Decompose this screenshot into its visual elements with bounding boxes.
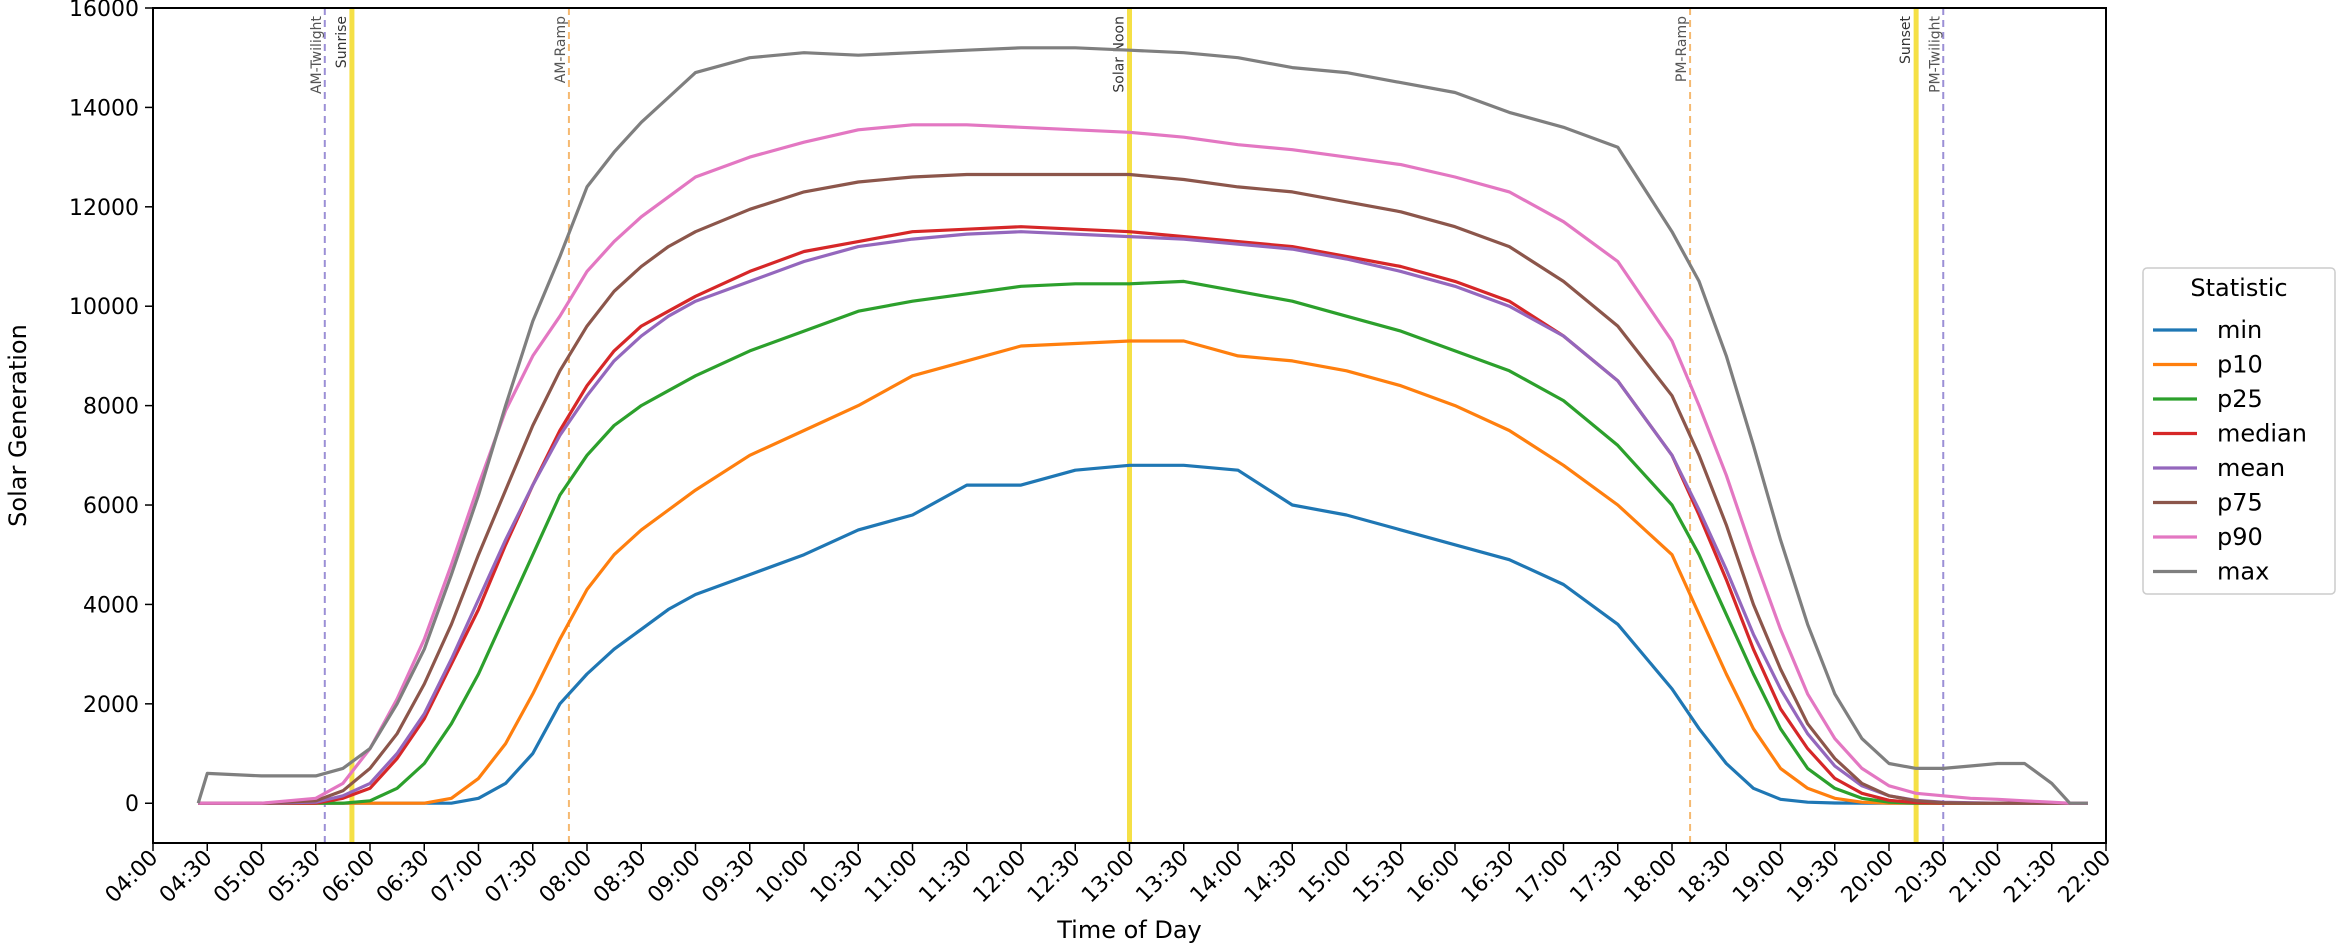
x-axis: 04:0004:3005:0005:3006:0006:3007:0007:30…	[101, 843, 2117, 909]
series-line-min	[198, 463, 2088, 805]
y-tick-label: 4000	[83, 593, 139, 618]
series-line-p25	[198, 279, 2088, 805]
legend-label-p90: p90	[2217, 523, 2263, 551]
legend-label-median: median	[2217, 420, 2307, 448]
reference-line-label: AM-Ramp	[553, 16, 569, 83]
y-tick-label: 12000	[69, 196, 139, 221]
x-tick-label: 15:30	[1348, 846, 1411, 909]
y-tick-label: 0	[125, 792, 139, 817]
x-tick-label: 13:00	[1077, 846, 1140, 909]
x-tick-label: 20:30	[1891, 846, 1954, 909]
x-tick-label: 19:00	[1728, 846, 1791, 909]
x-tick-label: 18:00	[1620, 846, 1683, 909]
reference-line-label: Sunrise	[334, 16, 350, 68]
x-tick-label: 07:00	[426, 846, 489, 909]
x-tick-label: 13:30	[1131, 846, 1194, 909]
x-tick-label: 05:30	[263, 846, 326, 909]
legend-label-p75: p75	[2217, 489, 2263, 517]
reference-line-label: Sunset	[1898, 15, 1914, 64]
x-tick-label: 09:30	[697, 846, 760, 909]
x-tick-label: 04:30	[155, 846, 218, 909]
x-tick-label: 14:00	[1186, 846, 1249, 909]
y-tick-label: 14000	[69, 96, 139, 121]
reference-line-label: PM-Twilight	[1927, 15, 1943, 92]
x-tick-label: 22:00	[2054, 846, 2117, 909]
y-tick-label: 2000	[83, 693, 139, 718]
x-tick-label: 14:30	[1240, 846, 1303, 909]
x-tick-label: 11:30	[914, 846, 977, 909]
x-tick-label: 08:30	[589, 846, 652, 909]
y-tick-label: 16000	[69, 0, 139, 22]
y-tick-label: 8000	[83, 395, 139, 420]
x-tick-label: 17:30	[1565, 846, 1628, 909]
series-line-max	[196, 46, 2088, 805]
series-line-p75	[198, 172, 2088, 805]
x-tick-label: 04:00	[101, 846, 164, 909]
y-axis: 0 2000 4000 6000 8000 10000 12000 14000 16000	[69, 0, 153, 817]
y-tick-label: 6000	[83, 494, 139, 519]
x-tick-label: 12:30	[1023, 846, 1086, 909]
x-tick-label: 06:30	[372, 846, 435, 909]
x-tick-label: 16:30	[1457, 846, 1520, 909]
legend-label-p25: p25	[2217, 385, 2263, 413]
x-tick-label: 10:30	[806, 846, 869, 909]
series-line-p10	[198, 339, 2088, 805]
legend-title: Statistic	[2190, 274, 2287, 302]
series-line-p90	[198, 123, 2088, 805]
x-tick-label: 19:30	[1782, 846, 1845, 909]
legend-box	[2142, 267, 2336, 595]
x-tick-label: 07:30	[480, 846, 543, 909]
legend-label-max: max	[2217, 558, 2269, 586]
x-tick-label: 15:00	[1294, 846, 1357, 909]
x-axis-label: Time of Day	[1056, 916, 1202, 944]
x-tick-label: 06:00	[318, 846, 381, 909]
x-tick-label: 11:00	[860, 846, 923, 909]
legend: Statistic min p10 p25 median mean p75 p90 max	[2142, 267, 2336, 595]
legend-label-mean: mean	[2217, 454, 2285, 482]
plot-area: AM-Twilight Sunrise AM-Ramp Solar Noon PM-Ra…	[196, 8, 2088, 843]
x-tick-label: 09:00	[643, 846, 706, 909]
x-tick-label: 05:00	[209, 846, 272, 909]
x-tick-label: 08:00	[535, 846, 598, 909]
x-tick-label: 12:00	[969, 846, 1032, 909]
x-tick-label: 21:00	[1945, 846, 2008, 909]
x-tick-label: 20:00	[1837, 846, 1900, 909]
x-tick-label: 21:30	[1999, 846, 2062, 909]
legend-label-min: min	[2217, 316, 2262, 344]
series-line-median	[198, 225, 2088, 805]
x-tick-label: 18:30	[1674, 846, 1737, 909]
reference-line-label: Solar Noon	[1112, 16, 1128, 93]
x-tick-label: 17:00	[1511, 846, 1574, 909]
y-tick-label: 10000	[69, 295, 139, 320]
legend-label-p10: p10	[2217, 351, 2263, 379]
reference-line-label: AM-Twilight	[309, 15, 325, 94]
x-tick-label: 16:00	[1403, 846, 1466, 909]
y-axis-label: Solar Generation	[4, 324, 32, 527]
x-tick-label: 10:00	[752, 846, 815, 909]
reference-line-label: PM-Ramp	[1674, 16, 1690, 82]
